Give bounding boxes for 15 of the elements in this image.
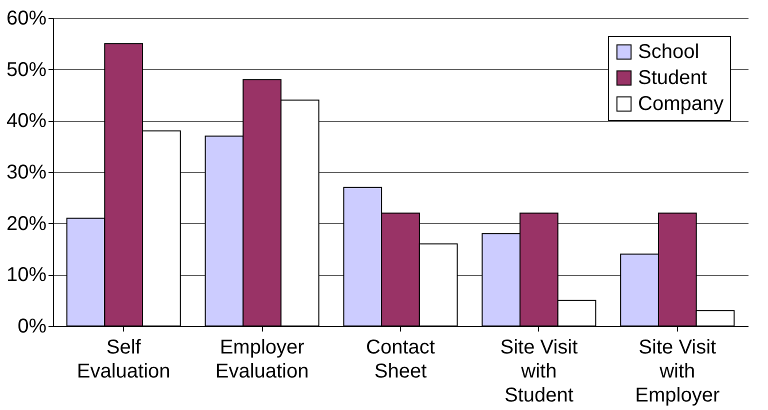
y-tick-label: 30%: [6, 162, 47, 184]
y-tick-label: 50%: [6, 58, 47, 81]
y-tick-label: 20%: [6, 212, 47, 235]
y-tick-label: 40%: [6, 110, 47, 132]
x-tick-label: Site Visit with Student: [500, 336, 578, 406]
legend-label: Student: [638, 67, 708, 89]
y-tick-label: 60%: [6, 8, 47, 30]
legend-label: Company: [638, 93, 724, 115]
x-tick-label: Employer Evaluation: [215, 336, 309, 382]
x-tick-label: Contact Sheet: [366, 336, 436, 382]
legend-label: School: [638, 41, 700, 63]
x-tick-label: Site Visit with Employer: [635, 336, 720, 406]
y-tick-label: 10%: [6, 264, 47, 286]
y-tick-label: 0%: [18, 316, 47, 338]
x-tick-label: Self Evaluation: [76, 336, 170, 382]
